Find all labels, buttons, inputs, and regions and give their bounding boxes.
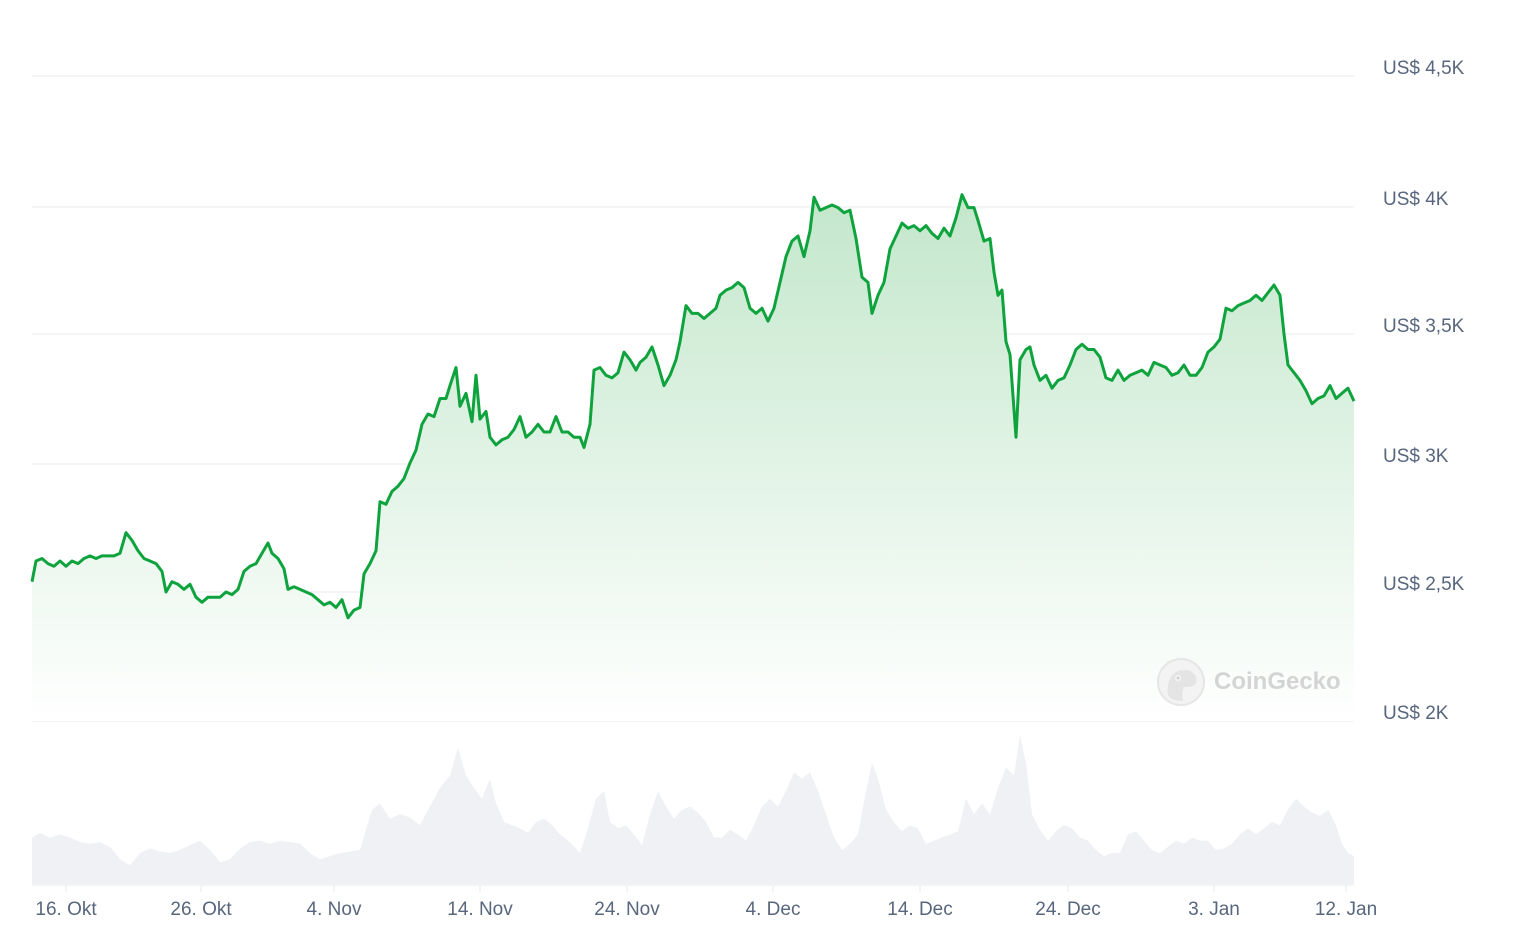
gecko-logo-icon: [1157, 658, 1205, 706]
price-line[interactable]: [30, 193, 1356, 620]
x-tick-label: 24. Dec: [1035, 899, 1101, 920]
x-tick-label: 3. Jan: [1188, 899, 1240, 920]
price-fill: [32, 194, 1354, 721]
y-tick-label: US$ 2K: [1383, 703, 1449, 724]
volume-bars: [32, 735, 1354, 884]
x-tick-label: 12. Jan: [1314, 899, 1378, 920]
x-tick-label: 16. Okt: [35, 899, 97, 920]
price-area: [30, 193, 1356, 721]
watermark-text: CoinGecko: [1214, 668, 1341, 695]
volume-area: [32, 735, 1354, 884]
x-tick-label: 14. Dec: [887, 899, 953, 920]
y-tick-label: US$ 4,5K: [1383, 58, 1465, 79]
x-tick-label: 24. Nov: [594, 899, 660, 920]
x-tick-label: 4. Dec: [745, 899, 801, 920]
x-tick-label: 26. Okt: [170, 899, 232, 920]
y-tick-label: US$ 3,5K: [1383, 316, 1465, 337]
x-tick-label: 14. Nov: [447, 899, 513, 920]
y-tick-label: US$ 3K: [1383, 446, 1449, 467]
coingecko-watermark: CoinGecko: [1156, 657, 1341, 707]
y-tick-label: US$ 2,5K: [1383, 574, 1465, 595]
x-tick-label: 4. Nov: [306, 899, 362, 920]
y-tick-label: US$ 4K: [1383, 189, 1449, 210]
x-axis: [32, 884, 1354, 892]
